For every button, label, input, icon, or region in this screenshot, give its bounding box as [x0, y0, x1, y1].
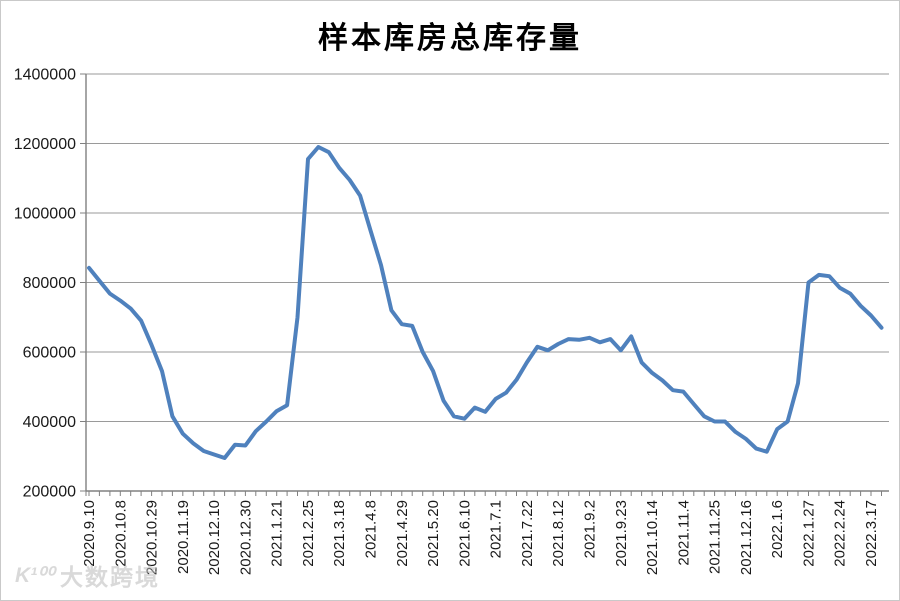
x-axis-label: 2021.5.20 [425, 500, 442, 567]
x-axis-label: 2021.7.1 [488, 500, 505, 558]
x-axis-labels: 2020.9.10 2020.10.8 2020.10.29 2020.11.19 20… [81, 500, 880, 575]
x-axis-label: 2020.11.19 [175, 500, 192, 574]
x-axis-label: 2021.12.16 [738, 500, 755, 575]
x-axis-label: 2021.9.23 [613, 500, 630, 567]
watermark-text: 大数跨境 [60, 564, 160, 590]
x-axis-label: 2020.12.10 [206, 500, 223, 575]
x-axis-label: 2021.3.18 [331, 500, 348, 567]
x-axis-label: 2022.3.17 [863, 500, 880, 567]
y-axis-label: 400000 [23, 414, 76, 431]
y-axis-label: 1200000 [14, 136, 76, 153]
x-axis-label: 2021.7.22 [519, 500, 536, 567]
chart-title: 样本库房总库存量 [318, 22, 582, 55]
x-axis-label: 2022.1.27 [801, 500, 818, 567]
y-axis-label: 800000 [23, 275, 76, 292]
x-axis-label: 2021.11.4 [675, 500, 692, 566]
x-axis-label: 2020.10.8 [112, 500, 129, 567]
x-axis-label: 2021.2.25 [300, 500, 317, 567]
y-axis-label: 600000 [23, 345, 76, 362]
y-axis-label: 200000 [23, 484, 76, 501]
y-axis-label: 1000000 [14, 206, 76, 223]
x-axis-ticks [85, 491, 882, 496]
x-axis-label: 2021.10.14 [644, 500, 661, 575]
x-axis-label: 2022.1.6 [769, 500, 786, 558]
x-axis-label: 2021.6.10 [456, 500, 473, 567]
x-axis-label: 2021.9.2 [582, 500, 599, 558]
watermark: K¹⁰⁰ 大数跨境 [15, 558, 160, 592]
x-axis-label: 2020.10.29 [144, 500, 161, 575]
y-axis: 200000 400000 600000 800000 1000000 1200000 14… [14, 67, 889, 501]
x-axis-label: 2021.4.29 [394, 500, 411, 567]
x-axis-label: 2021.11.25 [707, 500, 724, 574]
data-line-series [87, 145, 884, 460]
x-axis-label: 2021.1.21 [269, 500, 286, 567]
watermark-logo-icon: K¹⁰⁰ [15, 563, 54, 587]
x-axis-label: 2021.4.8 [363, 500, 380, 558]
x-axis-label: 2020.9.10 [81, 500, 98, 567]
x-axis-label: 2020.12.30 [237, 500, 254, 575]
x-axis-label: 2021.8.12 [550, 500, 567, 567]
y-axis-label: 1400000 [14, 67, 76, 84]
x-axis-label: 2022.2.24 [832, 500, 849, 567]
